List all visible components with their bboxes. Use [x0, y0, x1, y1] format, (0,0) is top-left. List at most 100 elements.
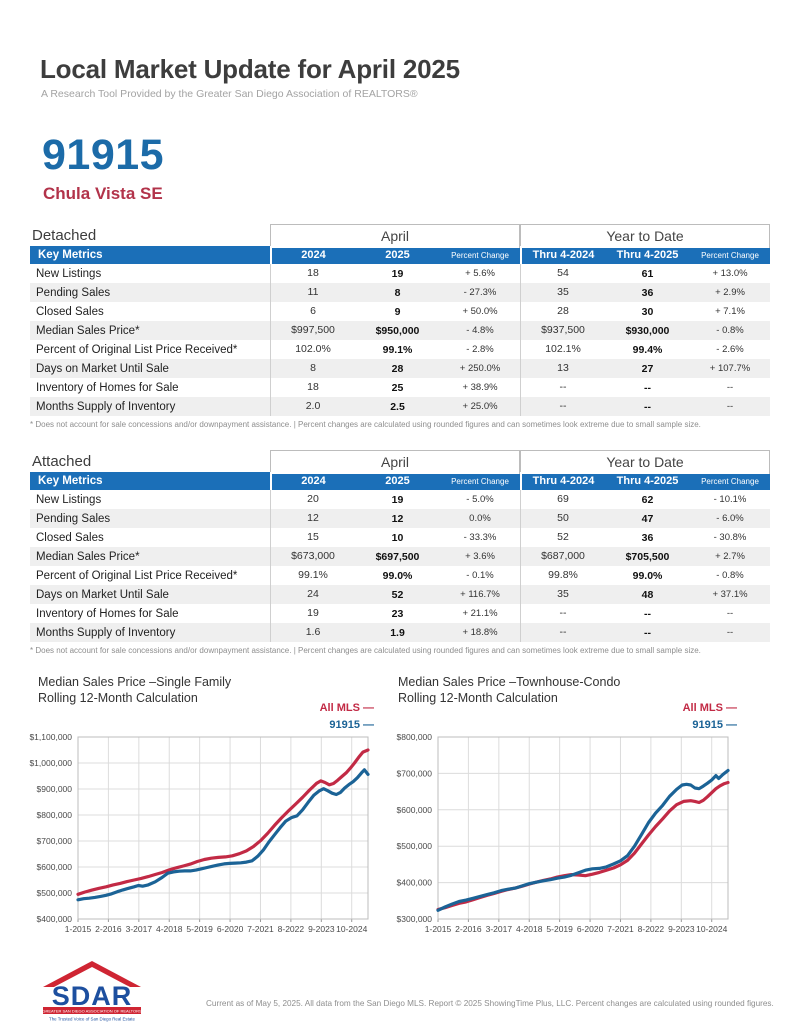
value-ytd-2025: 48 [641, 588, 654, 601]
col-header-thru-4-2024: Thru 4-2024 [520, 246, 605, 264]
table-row: New Listings 20 19 - 5.0% 69 62 - 10.1% [30, 490, 770, 509]
value-ytd-2025: 30 [641, 305, 654, 318]
svg-text:3-2017: 3-2017 [486, 924, 513, 934]
value-ytd-2024: 35 [520, 283, 605, 302]
value-ytd-2025: 27 [641, 362, 654, 375]
metric-label: New Listings [36, 267, 102, 280]
metric-label: Closed Sales [36, 531, 104, 544]
value-apr-2024: 99.1% [270, 566, 355, 585]
col-header-thru-4-2025: Thru 4-2025 [616, 249, 679, 261]
metric-label: Months Supply of Inventory [36, 626, 176, 639]
svg-text:7-2021: 7-2021 [247, 924, 274, 934]
svg-text:4-2018: 4-2018 [156, 924, 183, 934]
svg-text:10-2024: 10-2024 [336, 924, 367, 934]
svg-text:$500,000: $500,000 [397, 841, 433, 851]
value-ytd-2025: -- [644, 626, 651, 639]
value-apr-2025: 19 [391, 493, 404, 506]
svg-text:5-2019: 5-2019 [186, 924, 213, 934]
value-ytd-2024: 35 [520, 585, 605, 604]
value-apr-percent-change: - 0.1% [466, 570, 494, 581]
metric-label: Percent of Original List Price Received* [36, 569, 238, 582]
svg-text:$600,000: $600,000 [397, 805, 433, 815]
table-section-label: Attached [32, 453, 92, 470]
col-header-thru-4-2025: Thru 4-2025 [616, 475, 679, 487]
value-apr-percent-change: + 116.7% [460, 589, 500, 600]
column-group-ytd: Year to Date [520, 224, 770, 248]
logo-acronym: SDAR [52, 981, 133, 1011]
value-apr-2025: 28 [391, 362, 404, 375]
svg-text:$800,000: $800,000 [397, 732, 433, 742]
value-apr-2025: 25 [391, 381, 404, 394]
logo-banner: GREATER SAN DIEGO ASSOCIATION OF REALTOR… [42, 1008, 142, 1013]
zip-code: 91915 [42, 131, 165, 179]
value-ytd-2025: 36 [641, 531, 654, 544]
svg-text:6-2020: 6-2020 [217, 924, 244, 934]
value-ytd-2025: 99.0% [632, 569, 663, 582]
svg-text:$500,000: $500,000 [37, 888, 73, 898]
value-ytd-percent-change: -- [726, 627, 734, 638]
value-ytd-2025: $705,500 [625, 550, 670, 563]
value-apr-percent-change: + 21.1% [462, 608, 498, 619]
col-header-2025: 2025 [385, 475, 410, 487]
value-ytd-percent-change: - 0.8% [716, 570, 744, 581]
value-ytd-percent-change: + 37.1% [712, 589, 748, 600]
metric-label: Pending Sales [36, 286, 111, 299]
value-apr-2025: $950,000 [375, 324, 420, 337]
value-ytd-percent-change: - 2.6% [716, 344, 744, 355]
value-apr-2025: 99.0% [382, 569, 413, 582]
metric-label: Closed Sales [36, 305, 104, 318]
table-row: Pending Sales 12 12 0.0% 50 47 - 6.0% [30, 509, 770, 528]
value-ytd-percent-change: + 2.9% [715, 287, 745, 298]
value-ytd-percent-change: -- [726, 382, 734, 393]
metric-label: Days on Market Until Sale [36, 362, 169, 375]
table-row: Closed Sales 15 10 - 33.3% 52 36 - 30.8% [30, 528, 770, 547]
value-apr-2024: 24 [270, 585, 355, 604]
value-apr-2024: 11 [270, 283, 355, 302]
value-ytd-2024: 54 [520, 264, 605, 283]
condo-price-chart: $300,000 $400,000 $500,000 $600,000 $700,000… [397, 732, 730, 934]
value-apr-2025: 52 [391, 588, 404, 601]
value-apr-2025: 12 [391, 512, 404, 525]
col-header-percent-change: Percent Change [701, 250, 759, 260]
value-ytd-2024: -- [520, 604, 605, 623]
value-apr-2025: 9 [394, 305, 401, 318]
value-ytd-2025: 62 [641, 493, 654, 506]
col-header-percent-change: Percent Change [451, 250, 509, 260]
key-metrics-header: Key Metrics [38, 249, 103, 261]
metric-label: Pending Sales [36, 512, 111, 525]
single-family-chart-title: Median Sales Price –Single Family Rollin… [38, 674, 368, 706]
value-ytd-2024: -- [520, 623, 605, 642]
table-row: Percent of Original List Price Received*… [30, 566, 770, 585]
svg-text:$600,000: $600,000 [37, 862, 73, 872]
table-row: Months Supply of Inventory 2.0 2.5 + 25.0% -… [30, 397, 770, 416]
value-apr-2024: $673,000 [270, 547, 355, 566]
key-metrics-header: Key Metrics [38, 475, 103, 487]
column-group-ytd: Year to Date [520, 450, 770, 474]
value-apr-2025: 19 [391, 267, 404, 280]
value-apr-percent-change: + 18.8% [462, 627, 498, 638]
svg-text:$1,100,000: $1,100,000 [29, 732, 72, 742]
col-header-2025: 2025 [385, 249, 410, 261]
value-apr-percent-change: 0.0% [469, 513, 491, 524]
metric-label: Days on Market Until Sale [36, 588, 169, 601]
svg-text:$300,000: $300,000 [397, 914, 433, 924]
table-row: New Listings 18 19 + 5.6% 54 61 + 13.0% [30, 264, 770, 283]
legend-91915: 91915 — [329, 719, 374, 731]
metric-label: Percent of Original List Price Received* [36, 343, 238, 356]
value-apr-2024: 2.0 [270, 397, 355, 416]
value-ytd-percent-change: -- [726, 608, 734, 619]
value-ytd-2024: $937,500 [520, 321, 605, 340]
svg-text:8-2022: 8-2022 [638, 924, 665, 934]
chart-title-line1: Median Sales Price –Single Family [38, 675, 232, 689]
single-family-chart-legend: All MLS — 91915 — [250, 700, 374, 734]
value-apr-percent-change: + 250.0% [459, 363, 501, 374]
col-header-2024: 2024 [270, 246, 355, 264]
legend-91915: 91915 — [692, 719, 737, 731]
svg-text:$400,000: $400,000 [37, 914, 73, 924]
svg-text:1-2015: 1-2015 [65, 924, 92, 934]
value-ytd-percent-change: + 2.7% [715, 551, 745, 562]
value-apr-percent-change: + 5.6% [465, 268, 495, 279]
svg-text:8-2022: 8-2022 [278, 924, 305, 934]
svg-text:2-2016: 2-2016 [455, 924, 482, 934]
